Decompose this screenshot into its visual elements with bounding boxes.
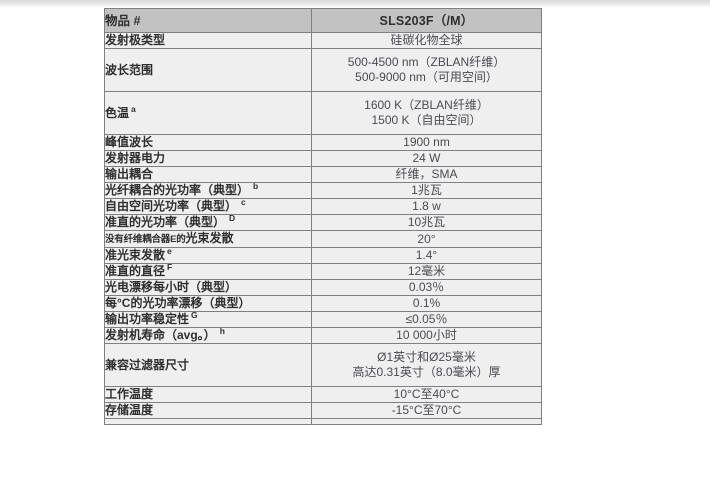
row-label-beam-divergence-no-coupler: 没有纤维耦合器E的光束发散 (104, 230, 312, 248)
row-label-storage-temperature: 存储温度 (104, 402, 312, 419)
row-value-fiber-coupled-power: 1兆瓦 (311, 182, 542, 199)
row-label-text: 准直的直径 (105, 264, 166, 278)
footnote-marker: h (219, 326, 225, 336)
table-row: 输出耦合 纤维，SMA (104, 166, 542, 183)
table-body: 发射极类型 硅碳化物全球 波长范围 500-4500 nm（ZBLAN纤维） 5… (104, 32, 542, 425)
table-header: 物品 # SLS203F（/M） (104, 8, 542, 33)
row-value-storage-temperature: -15°C至70°C (311, 402, 542, 419)
row-label-text: 色温 (105, 105, 130, 120)
table-row: 色温 a 1600 K（ZBLAN纤维） 1500 K（自由空间） (104, 91, 542, 135)
row-label-operating-temperature: 工作温度 (104, 386, 312, 403)
table-row: 光纤耦合的光功率（典型） b 1兆瓦 (104, 181, 542, 199)
row-value-color-temperature: 1600 K（ZBLAN纤维） 1500 K（自由空间） (311, 91, 542, 135)
footnote-marker: e (167, 246, 172, 256)
footnote-marker: b (253, 181, 259, 191)
row-value-emitter-type: 硅碳化物全球 (311, 32, 542, 49)
table-row: 发射器电力 24 W (104, 150, 542, 167)
row-label-collimated-beam-divergence: 准光束发散 e (104, 246, 312, 264)
row-label-collimated-diameter: 准直的直径 F (104, 262, 312, 280)
footnote-marker: a (131, 103, 136, 114)
table-row: 工作温度 10°C至40°C (104, 386, 542, 403)
row-label-free-space-power: 自由空间光功率（典型） c (104, 197, 312, 215)
specifications-table-container: 物品 # SLS203F（/M） 发射极类型 硅碳化物全球 波长范围 500-4… (104, 8, 542, 425)
table-row: 没有纤维耦合器E的光束发散 20° (104, 230, 542, 248)
row-value-photocurrent-drift-per-hour: 0.03％ (311, 279, 542, 296)
row-value-beam-divergence-no-coupler: 20° (311, 230, 542, 248)
row-label-photocurrent-drift-per-hour: 光电漂移每小时（典型） (104, 279, 312, 296)
row-label-prefix-text: 没有纤维耦合器E的 (105, 234, 186, 245)
row-label-fiber-coupled-power: 光纤耦合的光功率（典型） b (104, 181, 312, 199)
page-top-edge-band (0, 0, 710, 8)
row-label-output-coupling: 输出耦合 (104, 166, 312, 183)
table-row: 输出功率稳定性 G ≤0.05％ (104, 310, 542, 328)
row-label-emitter-type: 发射极类型 (104, 32, 312, 49)
row-value-power-drift-per-degree: 0.1% (311, 295, 542, 312)
table-row: 准直的直径 F 12毫米 (104, 262, 542, 280)
row-value-output-coupling: 纤维，SMA (311, 166, 542, 183)
table-row: 每°C的光功率漂移（典型） 0.1% (104, 295, 542, 312)
table-row: 存储温度 -15°C至70°C (104, 402, 542, 419)
table-row: 发射极类型 硅碳化物全球 (104, 32, 542, 49)
row-value-output-power-stability: ≤0.05％ (311, 311, 542, 328)
row-label-power-drift-per-degree: 每°C的光功率漂移（典型） (104, 295, 312, 312)
value-line-2: 1500 K（自由空间） (371, 113, 482, 127)
table-row: 自由空间光功率（典型） c 1.8 w (104, 197, 542, 215)
specifications-table: 物品 # SLS203F（/M） 发射极类型 硅碳化物全球 波长范围 500-4… (104, 8, 542, 425)
row-value-collimated-diameter: 12毫米 (311, 263, 542, 280)
table-row: 准光束发散 e 1.4° (104, 246, 542, 264)
row-label-text: 光束发散 (185, 231, 234, 245)
row-label-compatible-filter-size: 兼容过滤器尺寸 (104, 343, 312, 387)
footnote-marker: F (167, 262, 173, 272)
value-line-1: 500-4500 nm（ZBLAN纤维） (347, 55, 506, 69)
row-value-emitter-lifetime: 10 000小时 (311, 327, 542, 344)
row-label-text: 准光束发散 (105, 248, 166, 262)
row-value-collimated-beam-divergence: 1.4° (311, 247, 542, 264)
row-label-text: 准直的光功率（典型） (105, 215, 226, 229)
footnote-marker: c (241, 197, 246, 207)
row-value-compatible-filter-size: Ø1英寸和Ø25毫米 高达0.31英寸（8.0毫米）厚 (311, 343, 542, 387)
column-header-parameter: 物品 # (104, 8, 312, 33)
table-row-clipped (104, 418, 542, 425)
value-line-1: Ø1英寸和Ø25毫米 (377, 350, 476, 364)
row-label-color-temperature: 色温 a (104, 91, 312, 135)
column-header-item-number: SLS203F（/M） (311, 8, 542, 33)
row-value-operating-temperature: 10°C至40°C (311, 386, 542, 403)
row-label-clipped (104, 418, 312, 425)
row-label-wavelength-range: 波长范围 (104, 48, 312, 92)
table-row: 兼容过滤器尺寸 Ø1英寸和Ø25毫米 高达0.31英寸（8.0毫米）厚 (104, 343, 542, 387)
table-row: 波长范围 500-4500 nm（ZBLAN纤维） 500-9000 nm（可用… (104, 48, 542, 92)
table-row: 发射机寿命（avg。） h 10 000小时 (104, 326, 542, 344)
row-value-clipped (311, 418, 542, 425)
row-label-text: 发射机寿命（avg。） (105, 328, 216, 342)
table-row: 准直的光功率（典型） D 10兆瓦 (104, 213, 542, 231)
footnote-marker: D (229, 213, 236, 223)
value-line-2: 500-9000 nm（可用空间） (355, 70, 498, 84)
row-value-collimated-power: 10兆瓦 (311, 214, 542, 231)
table-header-row: 物品 # SLS203F（/M） (104, 8, 542, 33)
row-value-free-space-power: 1.8 w (311, 198, 542, 215)
table-row: 光电漂移每小时（典型） 0.03％ (104, 279, 542, 296)
row-label-collimated-power: 准直的光功率（典型） D (104, 213, 312, 231)
row-value-emitter-power: 24 W (311, 150, 542, 167)
row-label-emitter-power: 发射器电力 (104, 150, 312, 167)
row-label-output-power-stability: 输出功率稳定性 G (104, 310, 312, 328)
row-label-emitter-lifetime: 发射机寿命（avg。） h (104, 326, 312, 344)
row-label-text: 光纤耦合的光功率（典型） (105, 183, 250, 197)
row-value-wavelength-range: 500-4500 nm（ZBLAN纤维） 500-9000 nm（可用空间） (311, 48, 542, 92)
value-line-2: 高达0.31英寸（8.0毫米）厚 (352, 365, 501, 379)
footnote-marker: G (191, 310, 198, 320)
row-value-peak-wavelength: 1900 nm (311, 134, 542, 151)
row-label-peak-wavelength: 峰值波长 (104, 134, 312, 151)
value-line-1: 1600 K（ZBLAN纤维） (364, 98, 489, 112)
row-label-text: 输出功率稳定性 (105, 312, 190, 326)
row-label-text: 自由空间光功率（典型） (105, 199, 238, 213)
table-row: 峰值波长 1900 nm (104, 134, 542, 151)
